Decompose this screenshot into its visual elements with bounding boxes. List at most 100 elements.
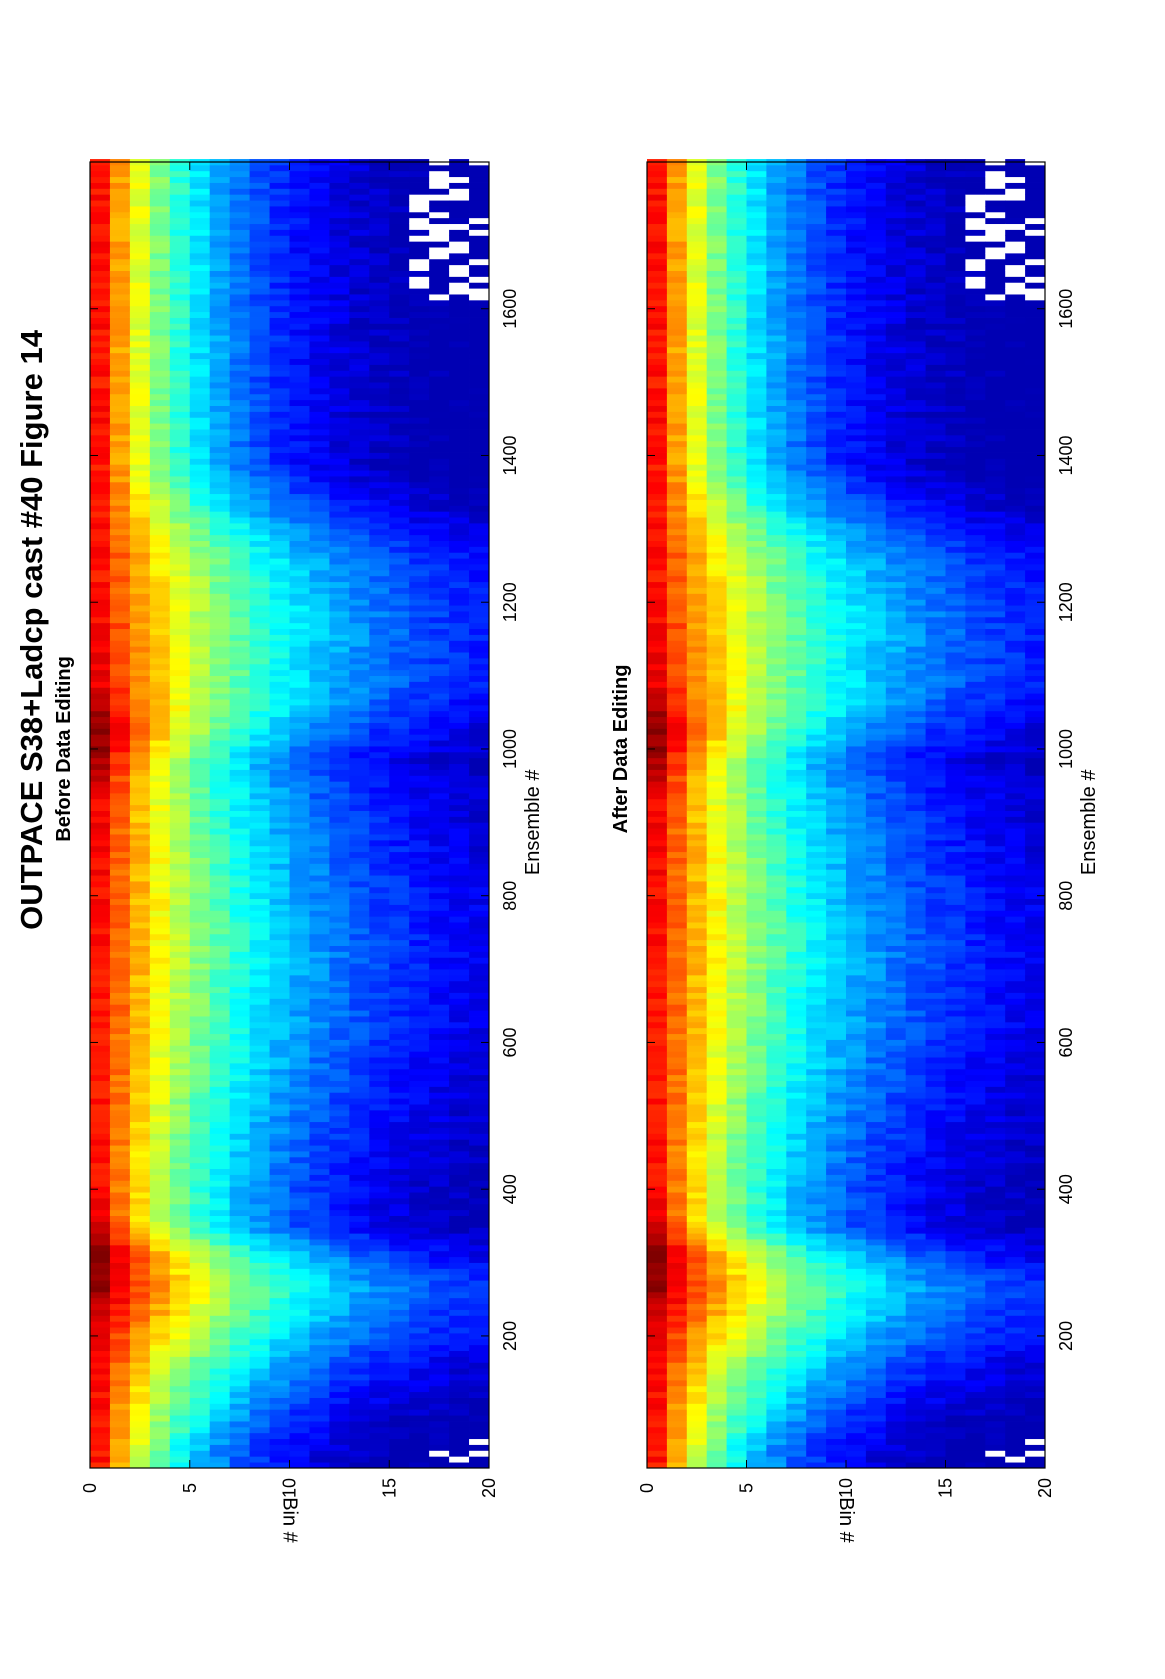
heatmap-cell	[269, 1303, 290, 1310]
heatmap-cell	[429, 376, 450, 383]
heatmap-cell	[647, 1074, 668, 1081]
heatmap-cell	[449, 564, 470, 571]
heatmap-cell	[647, 499, 668, 506]
heatmap-cell	[449, 411, 470, 418]
heatmap-cell	[647, 581, 668, 588]
heatmap-cell	[429, 200, 450, 207]
heatmap-cell	[269, 634, 290, 641]
heatmap-cell	[449, 1397, 470, 1404]
heatmap-cell	[409, 675, 430, 682]
heatmap-cell	[469, 593, 490, 600]
heatmap-cell	[349, 675, 370, 682]
heatmap-cell	[329, 288, 350, 295]
heatmap-cell	[229, 299, 250, 307]
heatmap-cell	[349, 1356, 370, 1363]
heatmap-cell	[209, 229, 231, 236]
heatmap-cell	[469, 775, 490, 782]
heatmap-cell	[449, 710, 470, 718]
heatmap-cell	[329, 1374, 350, 1381]
heatmap-cell	[269, 581, 290, 588]
heatmap-cell	[329, 699, 350, 706]
heatmap-cell	[349, 845, 370, 853]
heatmap-cell	[109, 740, 131, 747]
heatmap-cell	[249, 951, 270, 958]
heatmap-cell	[349, 904, 370, 911]
heatmap-cell	[289, 716, 310, 723]
heatmap-cell	[409, 317, 430, 324]
heatmap-cell	[647, 611, 668, 618]
heatmap-cell	[289, 1180, 310, 1187]
heatmap-cell	[229, 470, 250, 477]
heatmap-cell	[449, 1297, 470, 1305]
heatmap-cell	[189, 957, 211, 964]
heatmap-cell	[469, 798, 490, 806]
heatmap-cell	[449, 986, 470, 993]
heatmap-cell	[90, 1209, 111, 1216]
heatmap-cell	[469, 892, 490, 900]
heatmap-cell	[469, 1156, 490, 1164]
heatmap-cell	[349, 1239, 370, 1246]
heatmap-cell	[189, 211, 211, 219]
heatmap-cell	[666, 1109, 688, 1117]
heatmap-cell	[369, 775, 390, 782]
heatmap-cell	[369, 276, 390, 283]
heatmap-cell	[289, 1244, 310, 1252]
heatmap-cell	[149, 816, 171, 823]
heatmap-cell	[329, 182, 350, 189]
heatmap-cell	[109, 1239, 131, 1246]
heatmap-cell	[109, 963, 131, 970]
heatmap-cell	[289, 775, 310, 782]
heatmap-cell	[129, 933, 151, 941]
heatmap-cell	[469, 904, 490, 911]
heatmap-cell	[329, 1385, 350, 1393]
heatmap-cell	[129, 652, 151, 659]
heatmap-cell	[429, 746, 450, 753]
heatmap-cell	[209, 898, 231, 905]
heatmap-cell	[169, 1162, 191, 1170]
heatmap-cell	[169, 963, 191, 970]
heatmap-cell	[409, 429, 430, 436]
heatmap-cell	[369, 1198, 390, 1205]
heatmap-cell	[409, 622, 430, 630]
heatmap-cell	[647, 857, 668, 864]
heatmap-cell	[369, 458, 390, 465]
heatmap-cell	[449, 1274, 470, 1281]
heatmap-cell	[109, 1350, 131, 1357]
heatmap-cell	[269, 364, 290, 371]
heatmap-cell	[409, 1109, 430, 1117]
heatmap-cell	[209, 376, 231, 383]
heatmap-cell	[289, 1379, 310, 1387]
heatmap-cell	[209, 170, 231, 178]
heatmap-cell	[90, 540, 111, 547]
heatmap-cell	[189, 1109, 211, 1117]
heatmap-cell	[329, 393, 350, 401]
heatmap-cell	[647, 1239, 668, 1246]
heatmap-cell	[329, 311, 350, 318]
heatmap-cell	[349, 657, 370, 665]
heatmap-cell	[249, 411, 270, 418]
heatmap-cell	[129, 1151, 151, 1158]
heatmap-cell	[209, 1456, 231, 1463]
heatmap-cell	[389, 640, 410, 647]
heatmap-cell	[129, 1133, 151, 1140]
heatmap-cell	[229, 1180, 250, 1187]
heatmap-cell	[289, 810, 310, 817]
heatmap-cell	[149, 1379, 171, 1387]
heatmap-cell	[209, 945, 231, 952]
heatmap-cell	[189, 1338, 211, 1346]
heatmap-cell	[169, 1033, 191, 1040]
heatmap-cell	[349, 1391, 370, 1398]
heatmap-cell	[189, 927, 211, 935]
heatmap-cell	[209, 393, 231, 401]
heatmap-cell	[389, 910, 410, 917]
heatmap-cell	[289, 358, 310, 365]
heatmap-cell	[329, 1227, 350, 1234]
heatmap-cell	[309, 1450, 330, 1457]
heatmap-cell	[249, 511, 270, 518]
heatmap-cell	[149, 223, 171, 230]
heatmap-cell	[666, 564, 688, 571]
heatmap-cell	[249, 217, 270, 225]
heatmap-cell	[449, 364, 470, 371]
heatmap-cell	[149, 740, 171, 747]
heatmap-cell	[189, 687, 211, 694]
